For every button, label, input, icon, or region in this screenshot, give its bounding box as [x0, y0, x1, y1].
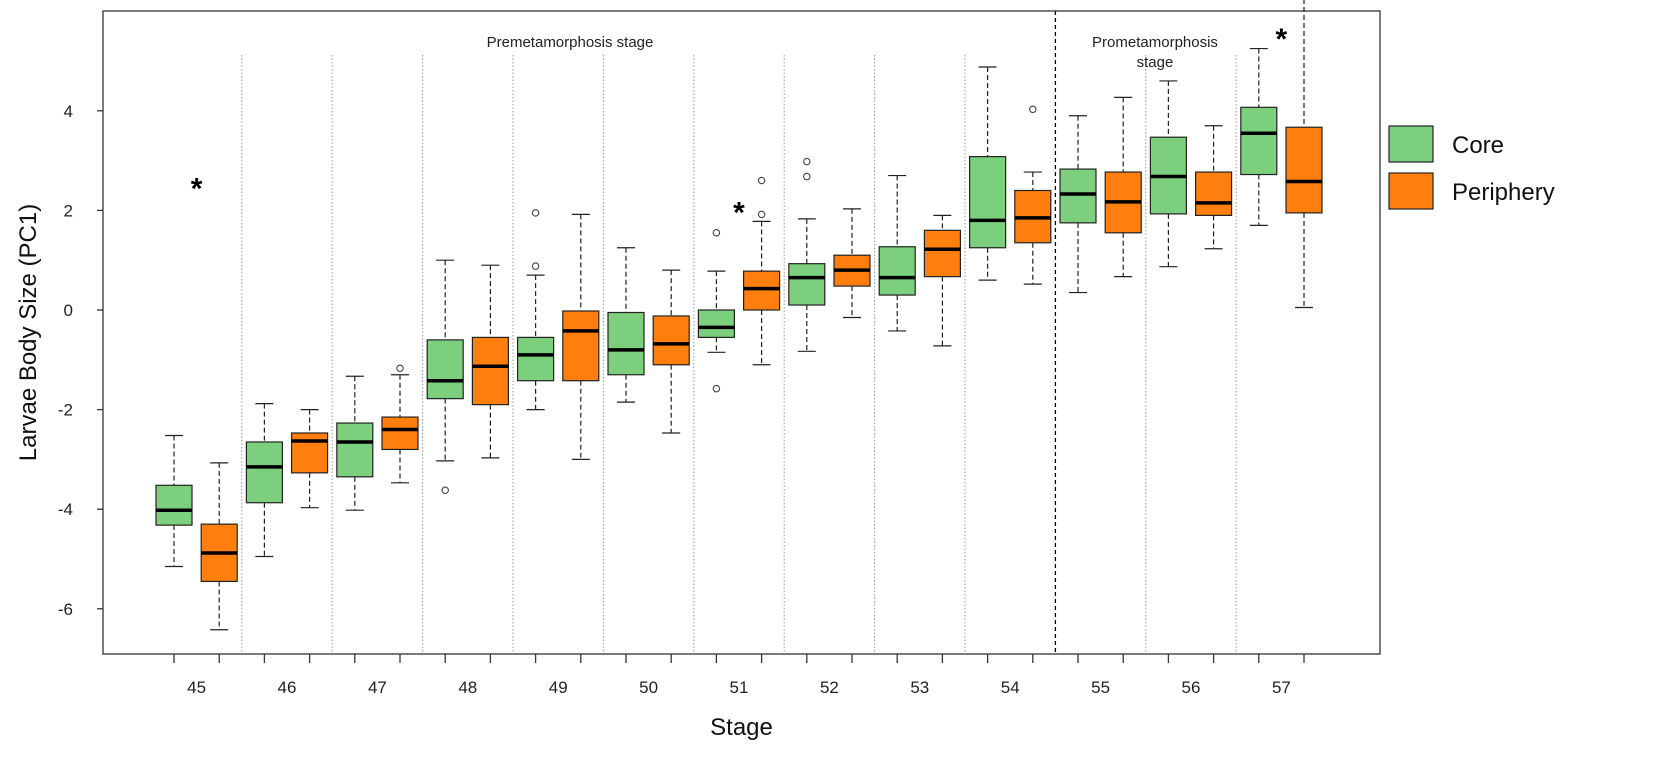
box-core-56: [1149, 80, 1188, 268]
iqr-box: [1240, 106, 1278, 176]
iqr-box: [788, 263, 826, 306]
legend-swatch-core: [1388, 125, 1434, 163]
axes: 8420-2-4-645464748495051525354555657Stag…: [15, 10, 1381, 741]
box-core-45: [155, 434, 193, 568]
iqr-box: [291, 432, 329, 474]
outlier-point: [712, 384, 721, 393]
iqr-box: [381, 416, 419, 451]
box-periphery-51: [742, 176, 781, 366]
iqr-box: [878, 246, 916, 296]
legend: Core Periphery: [1388, 125, 1555, 210]
outlier-point: [757, 176, 766, 185]
box-periphery-47: [381, 364, 419, 484]
significance-marker: *: [733, 196, 745, 229]
box-core-53: [878, 174, 916, 332]
boxes: [155, 0, 1323, 631]
outlier-point: [396, 364, 404, 373]
iqr-box: [562, 310, 600, 382]
iqr-box: [471, 336, 509, 406]
iqr-box: [426, 339, 464, 400]
y-tick-label: -4: [58, 500, 73, 519]
y-axis-title: Larvae Body Size (PC1): [15, 204, 42, 461]
annotation-line: Prometamorphosis: [1092, 34, 1218, 51]
y-tick-label: -2: [58, 401, 73, 420]
annotation-line: stage: [1137, 54, 1174, 71]
x-tick-label: 56: [1182, 678, 1201, 697]
outlier-point: [441, 486, 449, 495]
plot-frame: [102, 10, 1381, 655]
x-tick-label: 47: [368, 678, 387, 697]
box-core-49: [516, 209, 555, 411]
iqr-box: [336, 422, 374, 478]
x-tick-label: 55: [1091, 678, 1110, 697]
annotation-prometamorphosis: Prometamorphosis stage: [1092, 34, 1218, 71]
iqr-box: [1285, 126, 1323, 214]
box-core-46: [245, 403, 283, 558]
significance-marker: *: [1276, 23, 1288, 56]
outlier-point: [803, 172, 811, 181]
x-tick-label: 50: [639, 678, 658, 697]
x-tick-label: 52: [820, 678, 839, 697]
box-periphery-49: [562, 213, 600, 460]
outlier-point: [757, 210, 766, 219]
legend-label-periphery: Periphery: [1452, 179, 1555, 206]
legend-swatch-periphery: [1388, 172, 1434, 210]
x-tick-label: 46: [278, 678, 297, 697]
x-tick-label: 51: [730, 678, 749, 697]
box-periphery-46: [291, 409, 329, 509]
box-periphery-57: [1285, 0, 1323, 309]
iqr-box: [155, 484, 193, 526]
box-core-55: [1059, 115, 1097, 294]
x-tick-label: 57: [1272, 678, 1291, 697]
iqr-box: [697, 309, 736, 338]
box-periphery-56: [1194, 125, 1233, 250]
box-periphery-48: [471, 264, 509, 459]
box-core-54: [968, 66, 1007, 281]
iqr-box: [516, 336, 555, 382]
outlier-point: [1029, 105, 1037, 114]
box-periphery-50: [652, 269, 690, 434]
annotations: * * * Premetamorphosis stage Prometamorphosi…: [191, 23, 1288, 229]
x-tick-label: 45: [187, 678, 206, 697]
legend-label-core: Core: [1452, 132, 1504, 159]
box-periphery-52: [833, 208, 871, 319]
iqr-box: [1194, 171, 1233, 216]
box-core-48: [426, 259, 464, 495]
x-tick-label: 53: [910, 678, 929, 697]
y-tick-label: 0: [64, 301, 73, 320]
box-periphery-54: [1014, 105, 1052, 285]
x-axis-title: Stage: [710, 714, 773, 741]
y-tick-label: 4: [64, 102, 73, 121]
annotation-premetamorphosis: Premetamorphosis stage: [487, 34, 654, 51]
iqr-box: [607, 311, 645, 376]
iqr-box: [1059, 168, 1097, 224]
x-tick-label: 54: [1001, 678, 1020, 697]
x-tick-label: 48: [458, 678, 477, 697]
outlier-point: [531, 209, 540, 217]
iqr-box: [968, 156, 1007, 249]
box-core-52: [788, 157, 826, 352]
box-core-50: [607, 247, 645, 403]
box-core-57: [1240, 47, 1278, 226]
iqr-box: [245, 441, 283, 504]
y-tick-label: 2: [64, 201, 73, 220]
significance-marker: *: [191, 173, 203, 206]
outlier-point: [712, 229, 721, 237]
box-periphery-45: [200, 462, 238, 631]
x-tick-label: 49: [549, 678, 568, 697]
box-core-47: [336, 375, 374, 511]
box-core-51: [697, 229, 736, 393]
iqr-box: [742, 270, 781, 311]
y-tick-label: -6: [58, 600, 73, 619]
outlier-point: [531, 262, 540, 270]
box-periphery-55: [1104, 96, 1142, 278]
box-periphery-53: [923, 214, 962, 347]
iqr-box: [652, 315, 690, 366]
outlier-point: [803, 157, 811, 166]
iqr-box: [923, 229, 962, 278]
stage-separators: [241, 11, 1237, 654]
